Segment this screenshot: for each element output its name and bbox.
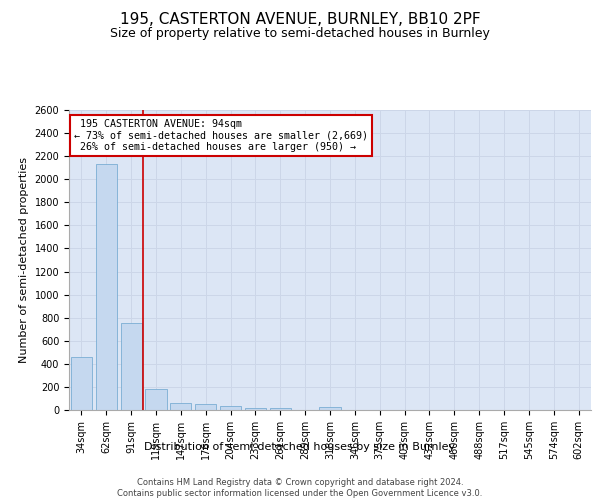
Bar <box>96 164 117 410</box>
Bar <box>170 403 191 410</box>
Text: 195 CASTERTON AVENUE: 94sqm
← 73% of semi-detached houses are smaller (2,669)
 2: 195 CASTERTON AVENUE: 94sqm ← 73% of sem… <box>74 119 368 152</box>
Bar <box>270 408 291 410</box>
Text: Distribution of semi-detached houses by size in Burnley: Distribution of semi-detached houses by … <box>145 442 455 452</box>
Text: Contains HM Land Registry data © Crown copyright and database right 2024.
Contai: Contains HM Land Registry data © Crown c… <box>118 478 482 498</box>
Bar <box>195 404 216 410</box>
Bar <box>220 406 241 410</box>
Text: Size of property relative to semi-detached houses in Burnley: Size of property relative to semi-detach… <box>110 28 490 40</box>
Y-axis label: Number of semi-detached properties: Number of semi-detached properties <box>19 157 29 363</box>
Text: 195, CASTERTON AVENUE, BURNLEY, BB10 2PF: 195, CASTERTON AVENUE, BURNLEY, BB10 2PF <box>119 12 481 28</box>
Bar <box>71 357 92 410</box>
Bar <box>145 388 167 410</box>
Bar <box>245 408 266 410</box>
Bar <box>319 406 341 410</box>
Bar <box>121 324 142 410</box>
